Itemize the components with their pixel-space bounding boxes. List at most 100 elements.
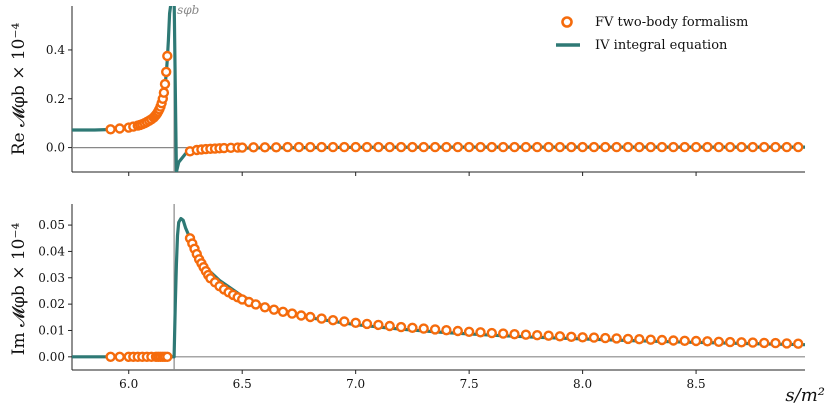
data-point-fv bbox=[634, 334, 645, 345]
data-point-fv bbox=[532, 330, 543, 341]
top-y-ticks: 0.0 0.2 0.4 bbox=[46, 43, 72, 155]
y-tick-label: 0.04 bbox=[38, 244, 65, 258]
data-point-fv bbox=[463, 141, 475, 153]
data-point-fv bbox=[429, 141, 441, 153]
data-point-fv bbox=[395, 321, 407, 333]
data-point-fv bbox=[486, 327, 497, 339]
data-point-fv bbox=[543, 330, 554, 341]
data-point-fv bbox=[724, 141, 736, 153]
data-point-fv bbox=[268, 304, 280, 315]
data-point-fv bbox=[736, 337, 747, 348]
data-point-fv bbox=[350, 317, 361, 328]
data-point-fv bbox=[361, 141, 373, 153]
data-point-fv bbox=[339, 316, 350, 327]
data-point-fv bbox=[158, 87, 170, 98]
data-point-fv bbox=[498, 141, 509, 153]
legend-label-iv: IV integral equation bbox=[595, 38, 728, 53]
y-tick-label: 0.02 bbox=[38, 297, 65, 311]
data-point-fv bbox=[532, 141, 543, 153]
bottom-y-ticks: 0.00 0.01 0.02 0.03 0.04 0.05 bbox=[38, 218, 72, 364]
data-point-fv bbox=[475, 141, 486, 153]
data-point-fv bbox=[520, 329, 532, 340]
data-point-fv bbox=[160, 66, 172, 78]
data-point-fv bbox=[159, 78, 171, 90]
threshold-label: sφb bbox=[177, 3, 199, 17]
data-point-fv bbox=[463, 326, 475, 337]
data-point-fv bbox=[407, 141, 418, 153]
data-point-fv bbox=[781, 141, 792, 153]
data-point-fv bbox=[668, 141, 679, 153]
data-point-fv bbox=[441, 141, 452, 153]
x-tick-label: 8.0 bbox=[573, 377, 592, 391]
data-point-fv bbox=[350, 141, 361, 153]
data-point-fv bbox=[588, 141, 600, 153]
data-point-fv bbox=[339, 141, 350, 153]
data-point-fv bbox=[373, 141, 384, 153]
data-point-fv bbox=[656, 141, 668, 153]
data-point-fv bbox=[577, 141, 588, 153]
data-point-fv bbox=[305, 311, 316, 323]
data-point-fv bbox=[702, 336, 713, 347]
x-tick-label: 7.5 bbox=[460, 377, 479, 391]
data-point-fv bbox=[429, 324, 441, 335]
x-tick-label: 6.5 bbox=[233, 377, 252, 391]
top-y-axis-label: Re 𝓜φb × 10⁻⁴ bbox=[9, 23, 29, 156]
data-point-fv bbox=[259, 302, 271, 313]
data-point-fv bbox=[498, 328, 509, 339]
data-point-fv bbox=[114, 123, 125, 134]
data-point-fv bbox=[316, 141, 327, 153]
data-point-fv bbox=[611, 141, 622, 153]
y-tick-label: 0.4 bbox=[46, 43, 65, 57]
legend-marker-fv bbox=[561, 16, 573, 28]
legend: FV two-body formalism IV integral equati… bbox=[556, 15, 748, 53]
data-point-fv bbox=[611, 333, 622, 344]
data-point-fv bbox=[759, 141, 770, 153]
data-point-fv bbox=[793, 141, 804, 153]
data-point-fv bbox=[296, 310, 307, 321]
bottom-x-ticks: 6.0 6.5 7.0 7.5 8.0 8.5 bbox=[119, 370, 706, 391]
data-point-fv bbox=[418, 141, 429, 153]
data-point-fv bbox=[747, 337, 758, 348]
data-point-fv bbox=[162, 50, 173, 62]
data-point-fv bbox=[452, 141, 463, 153]
data-point-fv bbox=[327, 315, 339, 326]
data-point-fv bbox=[645, 334, 656, 345]
data-point-fv bbox=[770, 337, 781, 349]
data-point-fv bbox=[384, 141, 395, 153]
data-point-fv bbox=[248, 142, 259, 153]
data-point-fv bbox=[690, 141, 702, 153]
top-series bbox=[72, 6, 805, 172]
data-point-fv bbox=[162, 351, 173, 362]
data-point-fv bbox=[713, 336, 724, 347]
data-point-fv bbox=[577, 332, 588, 343]
data-point-fv bbox=[486, 141, 497, 153]
y-tick-label: 0.05 bbox=[38, 218, 65, 232]
top-x-ticks bbox=[128, 172, 697, 176]
data-point-fv bbox=[622, 141, 634, 153]
data-point-fv bbox=[668, 335, 679, 346]
data-point-fv bbox=[566, 141, 577, 153]
legend-label-fv: FV two-body formalism bbox=[595, 15, 748, 30]
data-point-fv bbox=[236, 142, 248, 153]
bottom-panel: 0.00 0.01 0.02 0.03 0.04 0.05 6.0 6.5 7.0 7.5 8.0… bbox=[9, 204, 825, 406]
data-point-fv bbox=[373, 319, 384, 331]
y-tick-label: 0.03 bbox=[38, 271, 65, 285]
data-point-fv bbox=[770, 141, 781, 153]
data-point-fv bbox=[286, 308, 298, 319]
data-point-fv bbox=[600, 141, 611, 153]
data-point-fv bbox=[250, 299, 262, 310]
data-point-fv bbox=[105, 124, 116, 135]
data-point-fv bbox=[645, 141, 656, 153]
data-point-fv bbox=[736, 141, 747, 153]
data-point-fv bbox=[105, 351, 116, 362]
data-point-fv bbox=[509, 329, 520, 340]
data-point-fv bbox=[441, 325, 452, 336]
x-tick-label: 8.5 bbox=[687, 377, 706, 391]
data-point-fv bbox=[271, 142, 282, 153]
x-axis-label: s/m² bbox=[785, 385, 825, 406]
data-point-fv bbox=[293, 141, 305, 153]
x-tick-label: 7.0 bbox=[346, 377, 365, 391]
data-point-fv bbox=[395, 141, 407, 153]
y-tick-label: 0.2 bbox=[46, 92, 65, 106]
